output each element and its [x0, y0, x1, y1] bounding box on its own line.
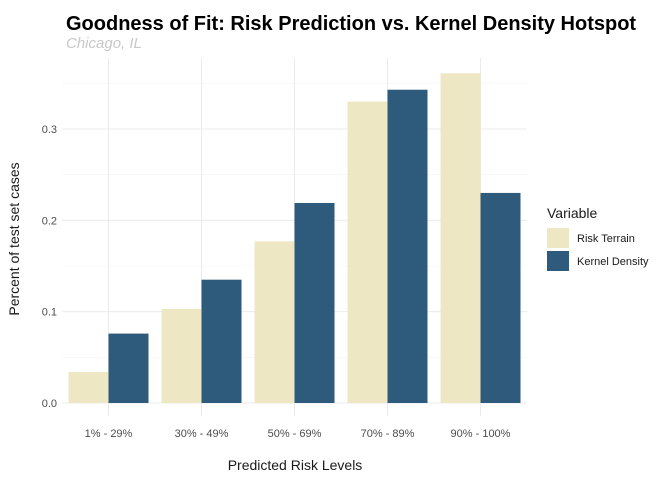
chart-subtitle: Chicago, IL [66, 35, 142, 52]
y-tick-label: 0.1 [42, 307, 57, 319]
bar-kernel-density [294, 202, 335, 403]
x-tick-label: 1% - 29% [85, 428, 133, 440]
x-tick-label: 70% - 89% [361, 428, 415, 440]
legend-label: Risk Terrain [577, 233, 635, 245]
plot-area: 0.0 0.1 0.2 0.3 1% - 29% 30% - 49% 50% - 69% 70… [42, 58, 527, 440]
bar-risk-terrain [254, 241, 295, 403]
legend: Variable Risk Terrain Kernel Density [547, 205, 649, 271]
bar-risk-terrain [347, 101, 388, 403]
bar-kernel-density [387, 89, 428, 403]
y-tick-label: 0.2 [42, 215, 57, 227]
chart-title: Goodness of Fit: Risk Prediction vs. Ker… [66, 13, 636, 35]
bar-risk-terrain [161, 308, 202, 403]
x-tick-label: 90% - 100% [451, 428, 511, 440]
bar-kernel-density [201, 279, 242, 403]
y-tick-label: 0.3 [42, 124, 57, 136]
legend-label: Kernel Density [577, 256, 649, 268]
bar-risk-terrain [440, 73, 481, 403]
bar-kernel-density [480, 192, 521, 403]
bar-kernel-density [108, 333, 149, 403]
legend-key [547, 228, 569, 248]
bar-risk-terrain [68, 371, 109, 403]
legend-key [547, 251, 569, 271]
legend-title: Variable [547, 205, 598, 221]
y-axis-title: Percent of test set cases [6, 162, 22, 315]
x-tick-label: 30% - 49% [175, 428, 229, 440]
x-tick-label: 50% - 69% [268, 428, 322, 440]
x-axis-title: Predicted Risk Levels [228, 457, 363, 473]
y-tick-label: 0.0 [42, 398, 57, 410]
